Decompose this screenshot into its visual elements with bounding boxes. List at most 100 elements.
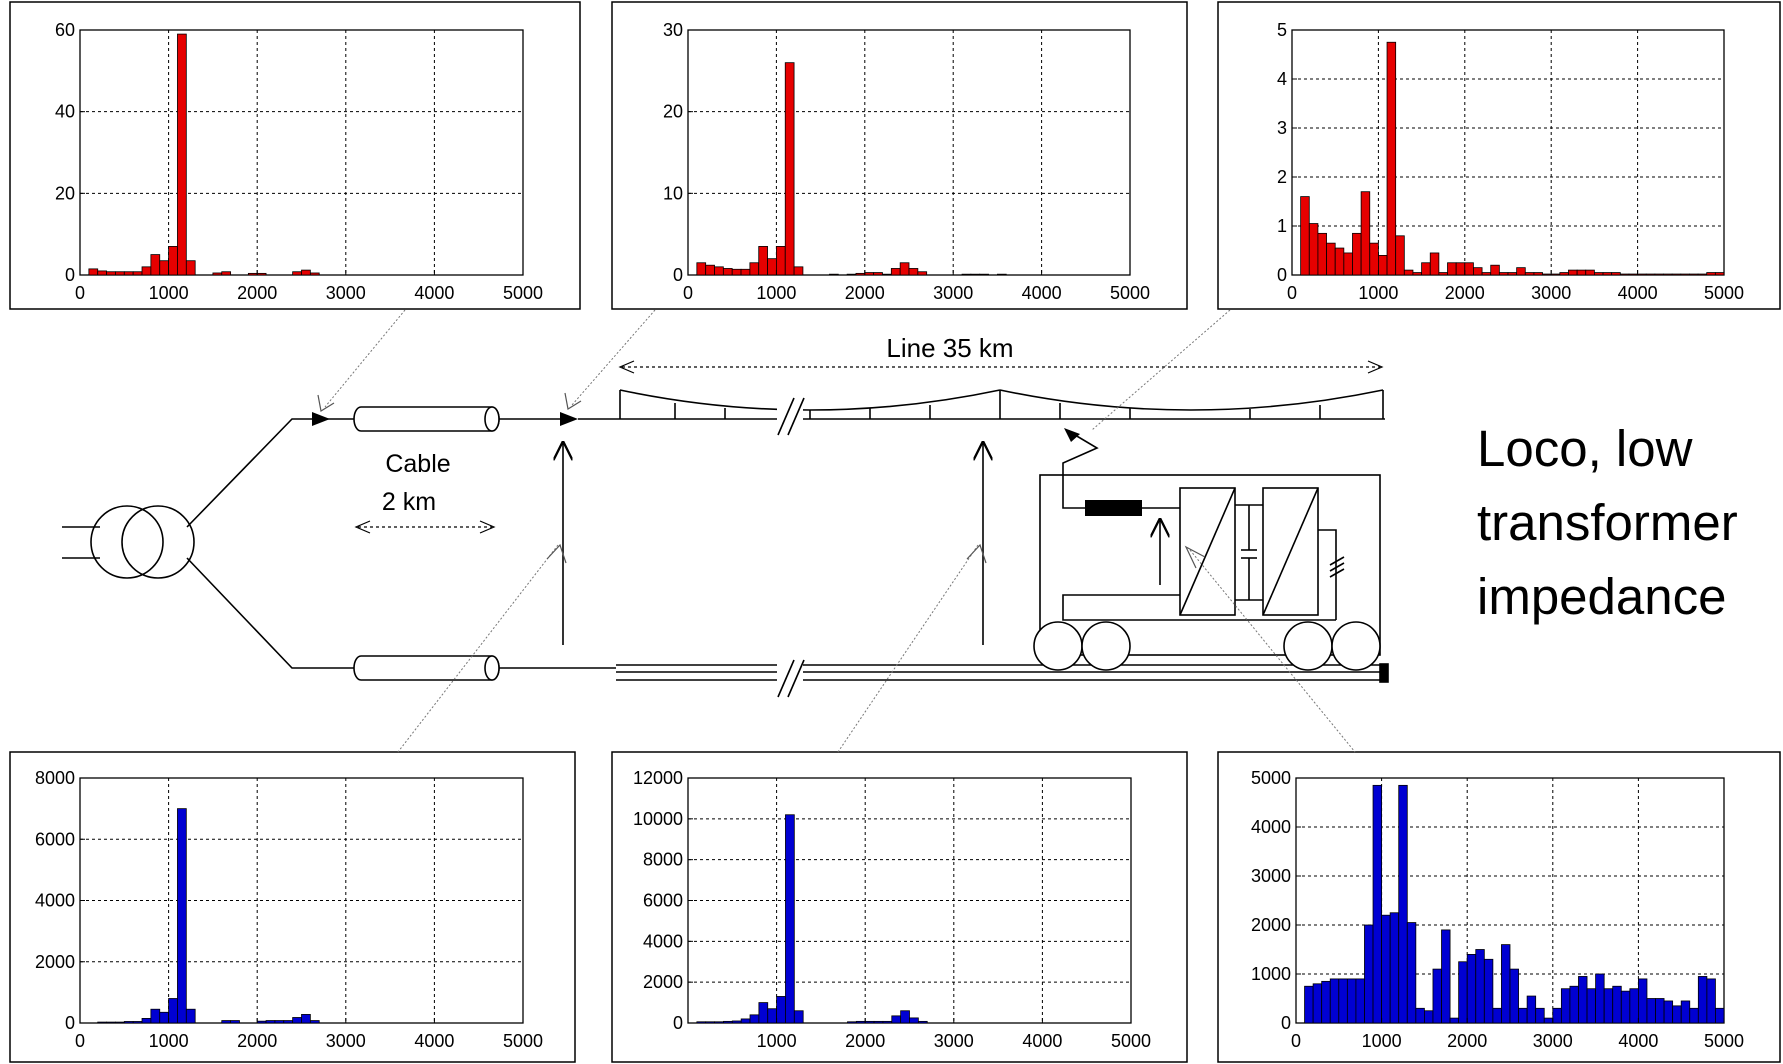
bar [1415,1007,1425,1024]
bar [873,1020,884,1024]
bar [723,1020,733,1024]
y-tick-label: 2000 [1251,915,1291,935]
bar [106,1021,116,1024]
bar [230,1020,240,1024]
bar [864,272,875,276]
bar [1317,232,1327,276]
bar [1304,985,1314,1024]
x-tick-label: 1000 [1358,283,1398,303]
x-tick-label: 4000 [1022,283,1062,303]
bar [1576,269,1587,276]
bar [177,33,187,276]
bar [997,273,1007,276]
bar [150,254,161,276]
node-arrow-1 [312,412,330,426]
bar [1355,978,1365,1024]
bar [1518,1007,1528,1024]
bar [1300,196,1310,276]
x-tick-label: 1000 [756,283,796,303]
y-tick-label: 2000 [35,952,75,972]
x-tick-label: 4000 [1022,1031,1062,1051]
bar [776,246,786,276]
x-tick-label: 2000 [845,1031,885,1051]
bar [1466,954,1477,1024]
bar [150,1008,161,1024]
bar [776,996,786,1024]
bar [1706,272,1716,276]
bar [696,262,707,276]
loco-label-line-1: Loco, low [1477,420,1693,477]
bar [292,271,302,276]
leader-head-5 [1184,545,1206,569]
bar [1490,264,1500,276]
y-tick-label: 3000 [1251,866,1291,886]
x-tick-label: 2000 [1445,283,1485,303]
bar [1498,272,1509,276]
x-tick-label: 1000 [149,283,189,303]
bar [301,269,311,276]
bar [1569,985,1579,1024]
plot-area [687,29,1131,276]
chart-panel-blue-3: 0 1000 2000 3000 4000 5000 0 1000 2000 3000 4000 50… [1217,751,1781,1063]
bar [1475,949,1485,1024]
y-tick-label: 4000 [643,931,683,951]
chart-panel-red-1: 0 1000 2000 3000 4000 5000 0 20 40 60 [9,1,581,310]
x-tick-label: 4000 [414,1031,454,1051]
y-tick-label: 5 [1277,20,1287,40]
x-tick-label: 0 [1287,283,1297,303]
bar [1603,988,1614,1024]
bar [212,272,223,276]
y-tick-label: 20 [663,102,683,122]
bar [1364,924,1374,1024]
x-tick-label: 0 [1291,1031,1301,1051]
y-tick-label: 4 [1277,69,1287,89]
bar [1412,272,1422,276]
bar [1429,252,1440,276]
bar [793,266,804,276]
bar [1714,272,1725,276]
bar [1507,272,1518,276]
x-tick-label: 4000 [414,283,454,303]
x-tick-label: 3000 [1533,1031,1573,1051]
y-tick-label: 0 [65,1013,75,1033]
bar [890,268,901,276]
y-tick-label: 0 [673,1013,683,1033]
x-tick-label: 0 [683,283,693,303]
line-span-head-right [1367,360,1384,374]
x-tick-label: 0 [75,1031,85,1051]
bar [829,273,839,276]
bar [1543,1017,1554,1024]
y-tick-label: 10 [663,183,683,203]
bar [123,271,134,276]
bar [882,273,892,276]
bar [123,1021,134,1024]
bar [1602,272,1613,276]
x-tick-label: 5000 [1704,283,1744,303]
bar [705,1021,715,1024]
leader-head-2 [564,392,582,410]
bar [1715,1007,1725,1024]
y-tick-label: 6000 [35,829,75,849]
bar [1326,242,1336,276]
leader-lines [324,309,1356,753]
bar [168,246,178,276]
bar [1629,988,1639,1024]
y-tick-label: 4000 [1251,817,1291,837]
bar [1516,267,1526,276]
upper-feeder [186,418,560,528]
bar [177,808,187,1024]
bar [301,1014,311,1024]
series-impedance [1085,500,1142,516]
bar [309,272,320,276]
bar [882,1020,893,1024]
bar [1689,273,1699,276]
bar [97,270,107,276]
bar [1559,272,1569,276]
bar [168,998,178,1024]
bar [1654,273,1664,276]
bar [785,814,795,1024]
bar [283,1020,294,1024]
chart-panel-red-3: 0 1000 2000 3000 4000 5000 0 1 2 3 4 5 [1217,1,1781,310]
bar [722,268,733,276]
